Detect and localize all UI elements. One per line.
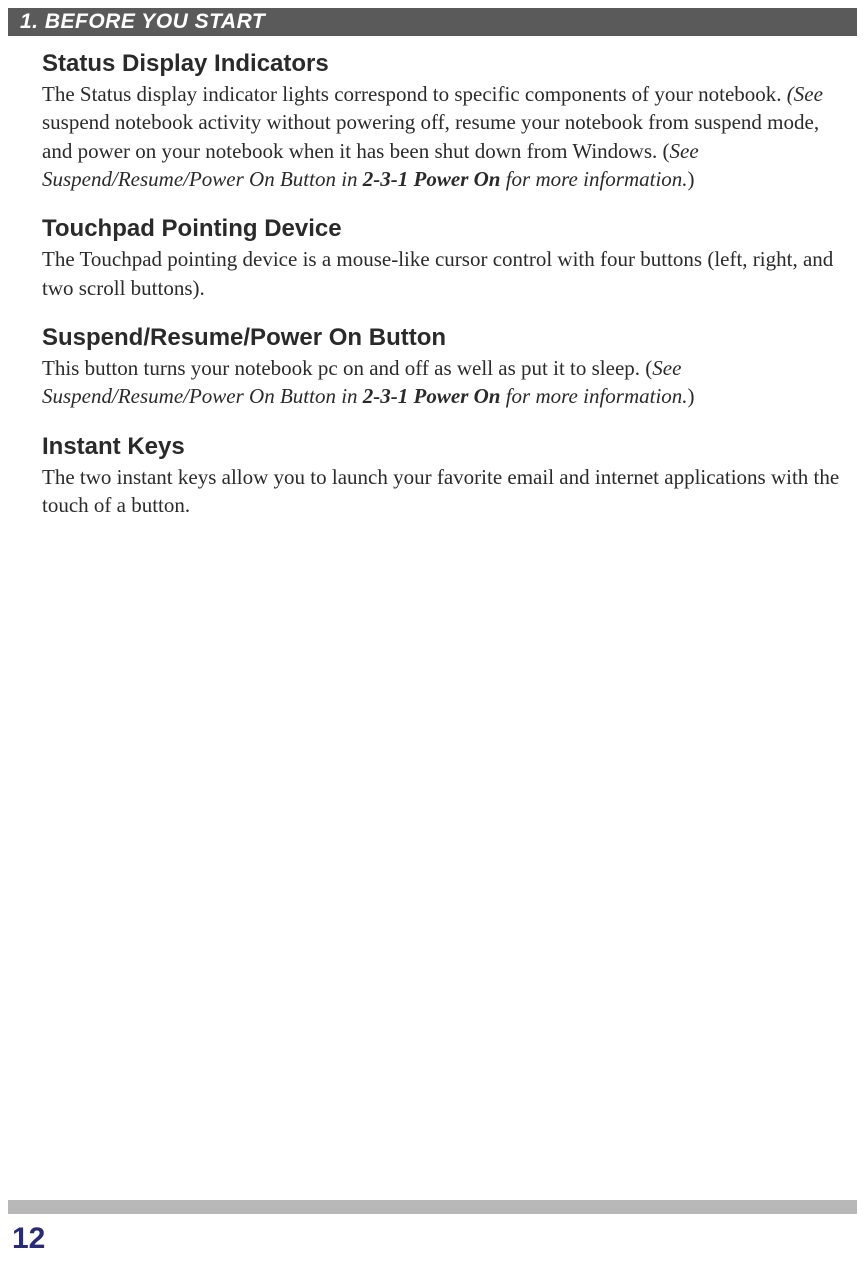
body-text: This button turns your notebook pc on an…: [42, 356, 652, 380]
section-body: The Touchpad pointing device is a mouse-…: [42, 245, 851, 302]
section-instant-keys: Instant Keys The two instant keys allow …: [42, 433, 851, 520]
chapter-header-text: 1. BEFORE YOU START: [20, 10, 265, 34]
page-number: 12: [12, 1222, 45, 1256]
chapter-header-bar: 1. BEFORE YOU START: [8, 8, 857, 36]
body-bold-italic: 2-3-1 Power On: [363, 384, 506, 408]
body-text: The Status display indicator lights corr…: [42, 82, 787, 106]
body-text: ): [688, 167, 695, 191]
section-body: The two instant keys allow you to launch…: [42, 463, 851, 520]
footer-bar: [8, 1200, 857, 1214]
section-status-display: Status Display Indicators The Status dis…: [42, 50, 851, 193]
body-text: The two instant keys allow you to launch…: [42, 465, 839, 517]
body-bold-italic: 2-3-1 Power On: [363, 167, 501, 191]
body-italic: for more information.: [506, 384, 688, 408]
section-suspend-resume: Suspend/Resume/Power On Button This butt…: [42, 324, 851, 411]
body-italic: (See: [787, 82, 823, 106]
section-body: The Status display indicator lights corr…: [42, 80, 851, 193]
page-content: Status Display Indicators The Status dis…: [42, 50, 851, 541]
body-italic: for more information.: [500, 167, 687, 191]
body-text: suspend notebook activity without poweri…: [42, 110, 819, 162]
body-text: ): [688, 384, 695, 408]
section-body: This button turns your notebook pc on an…: [42, 354, 851, 411]
section-heading: Suspend/Resume/Power On Button: [42, 324, 851, 352]
section-heading: Status Display Indicators: [42, 50, 851, 78]
section-heading: Touchpad Pointing Device: [42, 215, 851, 243]
section-touchpad: Touchpad Pointing Device The Touchpad po…: [42, 215, 851, 302]
section-heading: Instant Keys: [42, 433, 851, 461]
body-text: The Touchpad pointing device is a mouse-…: [42, 247, 833, 299]
